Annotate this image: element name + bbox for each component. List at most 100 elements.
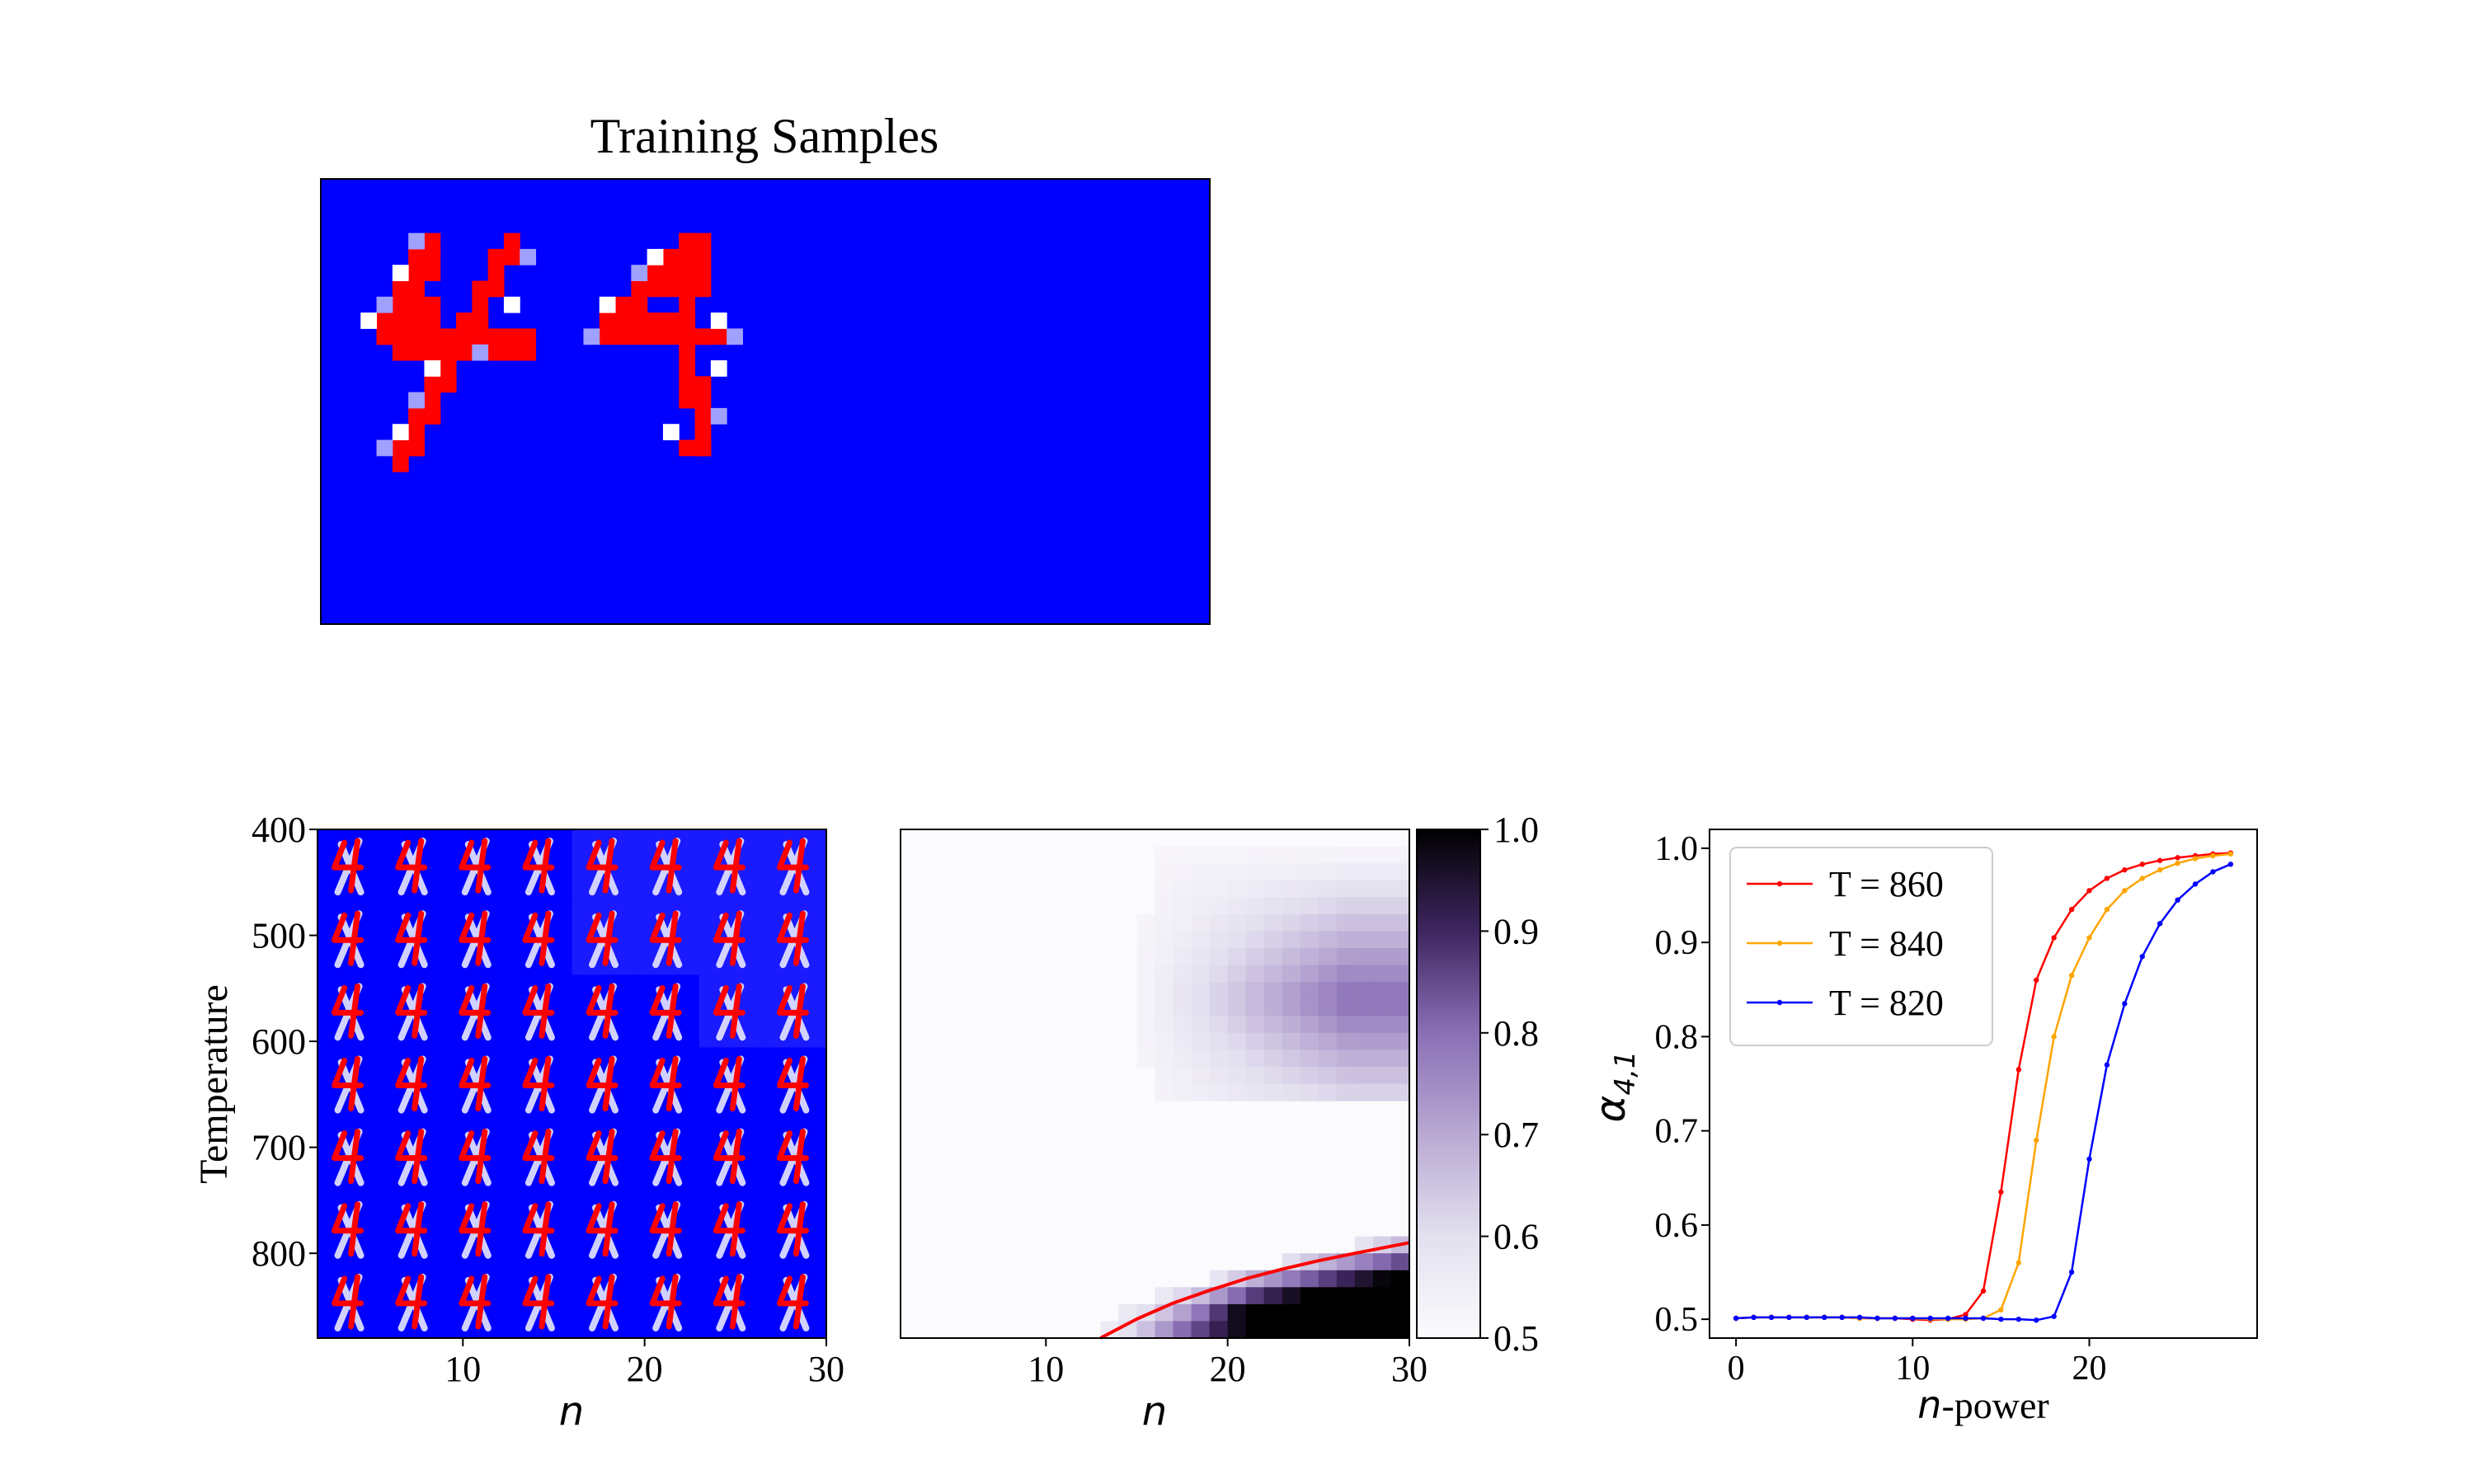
alpha-heatmap-cell: [1227, 965, 1247, 983]
training-digit-2-pixel: [662, 248, 696, 265]
training-digit-1-pixel: [503, 232, 520, 250]
alpha-heatmap-cell: [1263, 1032, 1283, 1050]
colorbar-tick-label: 0.7: [1493, 1115, 1539, 1155]
training-digit-fringe-pixel: [631, 265, 648, 282]
samples-grid-digit: [459, 1055, 492, 1114]
samples-grid-digit-four: [332, 1056, 365, 1111]
training-digit-2-pixel: [615, 296, 648, 313]
alpha-heatmap-cell: [1390, 880, 1410, 898]
training-digit-2-pixel: [679, 376, 712, 409]
samples-grid-digit-four: [332, 910, 365, 966]
alpha-heatmap-cell: [1155, 1083, 1174, 1101]
alpha-heatmap-cell: [1155, 965, 1174, 983]
samples-grid-digit: [713, 1055, 746, 1114]
alpha-line-point: [2068, 972, 2075, 979]
alpha-heatmap-cell: [1263, 1287, 1283, 1305]
training-digit-1-pixel: [392, 439, 425, 457]
alpha-heatmap-cell: [1191, 947, 1211, 966]
alpha-heatmap-cell: [1136, 913, 1156, 932]
alpha-heatmap-cell: [1209, 846, 1229, 864]
alpha-heatmap-cell: [1318, 1287, 1338, 1305]
colorbar-tick-label: 0.9: [1493, 911, 1539, 951]
alpha-heatmap-cell: [1173, 863, 1192, 881]
alpha-heatmap-cell: [1209, 863, 1229, 881]
alpha-line-ylabel-symbol: α: [1587, 1096, 1634, 1123]
samples-grid-digit: [395, 838, 428, 896]
alpha-heatmap-cell: [1191, 931, 1211, 949]
alpha-heatmap-cell: [1318, 880, 1338, 898]
alpha-line-point: [1963, 1315, 1968, 1322]
samples-grid-digit: [713, 838, 746, 896]
alpha-heatmap-cell: [1372, 1066, 1392, 1085]
alpha-heatmap-cell: [1336, 846, 1356, 864]
samples-grid-digit-four: [649, 1201, 682, 1257]
alpha-line-point: [2192, 856, 2199, 862]
training-digit-2-pixel: [679, 344, 696, 377]
alpha-heatmap-cell: [1227, 982, 1247, 1000]
alpha-heatmap-cell: [1300, 1066, 1319, 1085]
alpha-heatmap-cell: [1245, 982, 1265, 1000]
alpha-heatmap-cell: [1118, 1303, 1138, 1322]
alpha-heatmap-chart: 10 20 30 n 0.5 0.6 0.7 0.8 0.9 1.0: [900, 810, 1539, 1435]
samples-grid-digit-four: [459, 983, 492, 1039]
alpha-heatmap-cell: [1155, 846, 1174, 864]
alpha-heatmap-cell: [1245, 846, 1265, 864]
alpha-heatmap-cell: [1263, 947, 1283, 966]
samples-grid-digit-four: [586, 1201, 618, 1257]
alpha-heatmap-cell: [1245, 913, 1265, 932]
samples-grid-digit-four: [522, 1201, 555, 1257]
samples-grid-digit-four: [776, 910, 809, 966]
samples-grid-digit-four: [586, 1274, 618, 1330]
samples-grid-digit-four: [522, 983, 555, 1039]
samples-grid-digit-four: [395, 1201, 428, 1257]
alpha-heatmap-cell: [1300, 1287, 1319, 1305]
training-samples-panel: Training Samples: [320, 109, 1211, 625]
alpha-heatmap-cell: [1209, 998, 1229, 1017]
alpha-heatmap-cell: [1336, 1066, 1356, 1085]
alpha-line-point: [2034, 1137, 2039, 1144]
alpha-heatmap-cell: [1300, 1032, 1319, 1050]
samples-grid-digit: [649, 1128, 683, 1186]
training-samples-title: Training Samples: [590, 109, 939, 163]
alpha-heatmap-cell: [1136, 1321, 1156, 1339]
alpha-line-point: [2227, 862, 2234, 867]
alpha-line-point: [1998, 1189, 2004, 1195]
alpha-heatmap-cell: [1318, 998, 1338, 1017]
alpha-heatmap-cell: [1245, 1083, 1265, 1101]
alpha-heatmap-cell: [1155, 982, 1174, 1000]
alpha-line-series: [1733, 850, 2234, 1323]
samples-grid-digit: [332, 983, 365, 1041]
samples-grid-digit: [332, 910, 365, 969]
alpha-heatmap-cell: [1227, 947, 1247, 966]
samples-grid-digit: [395, 983, 428, 1041]
alpha-heatmap-cell: [1300, 913, 1319, 932]
samples-grid-digit: [776, 1055, 810, 1114]
alpha-heatmap-cell: [1155, 1016, 1174, 1034]
alpha-heatmap-cell: [1336, 880, 1356, 898]
alpha-heatmap-cell: [1245, 863, 1265, 881]
alpha-heatmap-cell: [1372, 965, 1392, 983]
alpha-heatmap-cell: [1227, 1016, 1247, 1034]
alpha-line-point: [2051, 935, 2057, 941]
alpha-heatmap-xlabel: n: [1142, 1388, 1167, 1435]
alpha-heatmap-cell: [1191, 1032, 1211, 1050]
alpha-heatmap-cell: [1191, 965, 1211, 983]
alpha-heatmap-cell: [1282, 1083, 1301, 1101]
alpha-heatmap-cell: [1390, 1287, 1410, 1305]
alpha-heatmap-cell: [1173, 1321, 1192, 1339]
samples-grid-digit: [649, 910, 683, 969]
alpha-heatmap-cell: [1245, 880, 1265, 898]
alpha-heatmap-cell: [1227, 913, 1247, 932]
alpha-line-point: [2122, 866, 2128, 873]
alpha-heatmap-cell: [1354, 913, 1374, 932]
samples-grid-digit: [459, 983, 492, 1041]
alpha-line-legend-label: T = 820: [1829, 983, 1944, 1023]
alpha-heatmap-cell: [1209, 965, 1229, 983]
alpha-line-legend-marker: [1776, 881, 1783, 887]
samples-grid-digit: [395, 1200, 428, 1259]
alpha-heatmap-cell: [1372, 947, 1392, 966]
alpha-line-point: [1927, 1315, 1933, 1322]
training-digit-fringe-pixel: [424, 360, 441, 377]
alpha-heatmap-cell: [1173, 846, 1192, 864]
